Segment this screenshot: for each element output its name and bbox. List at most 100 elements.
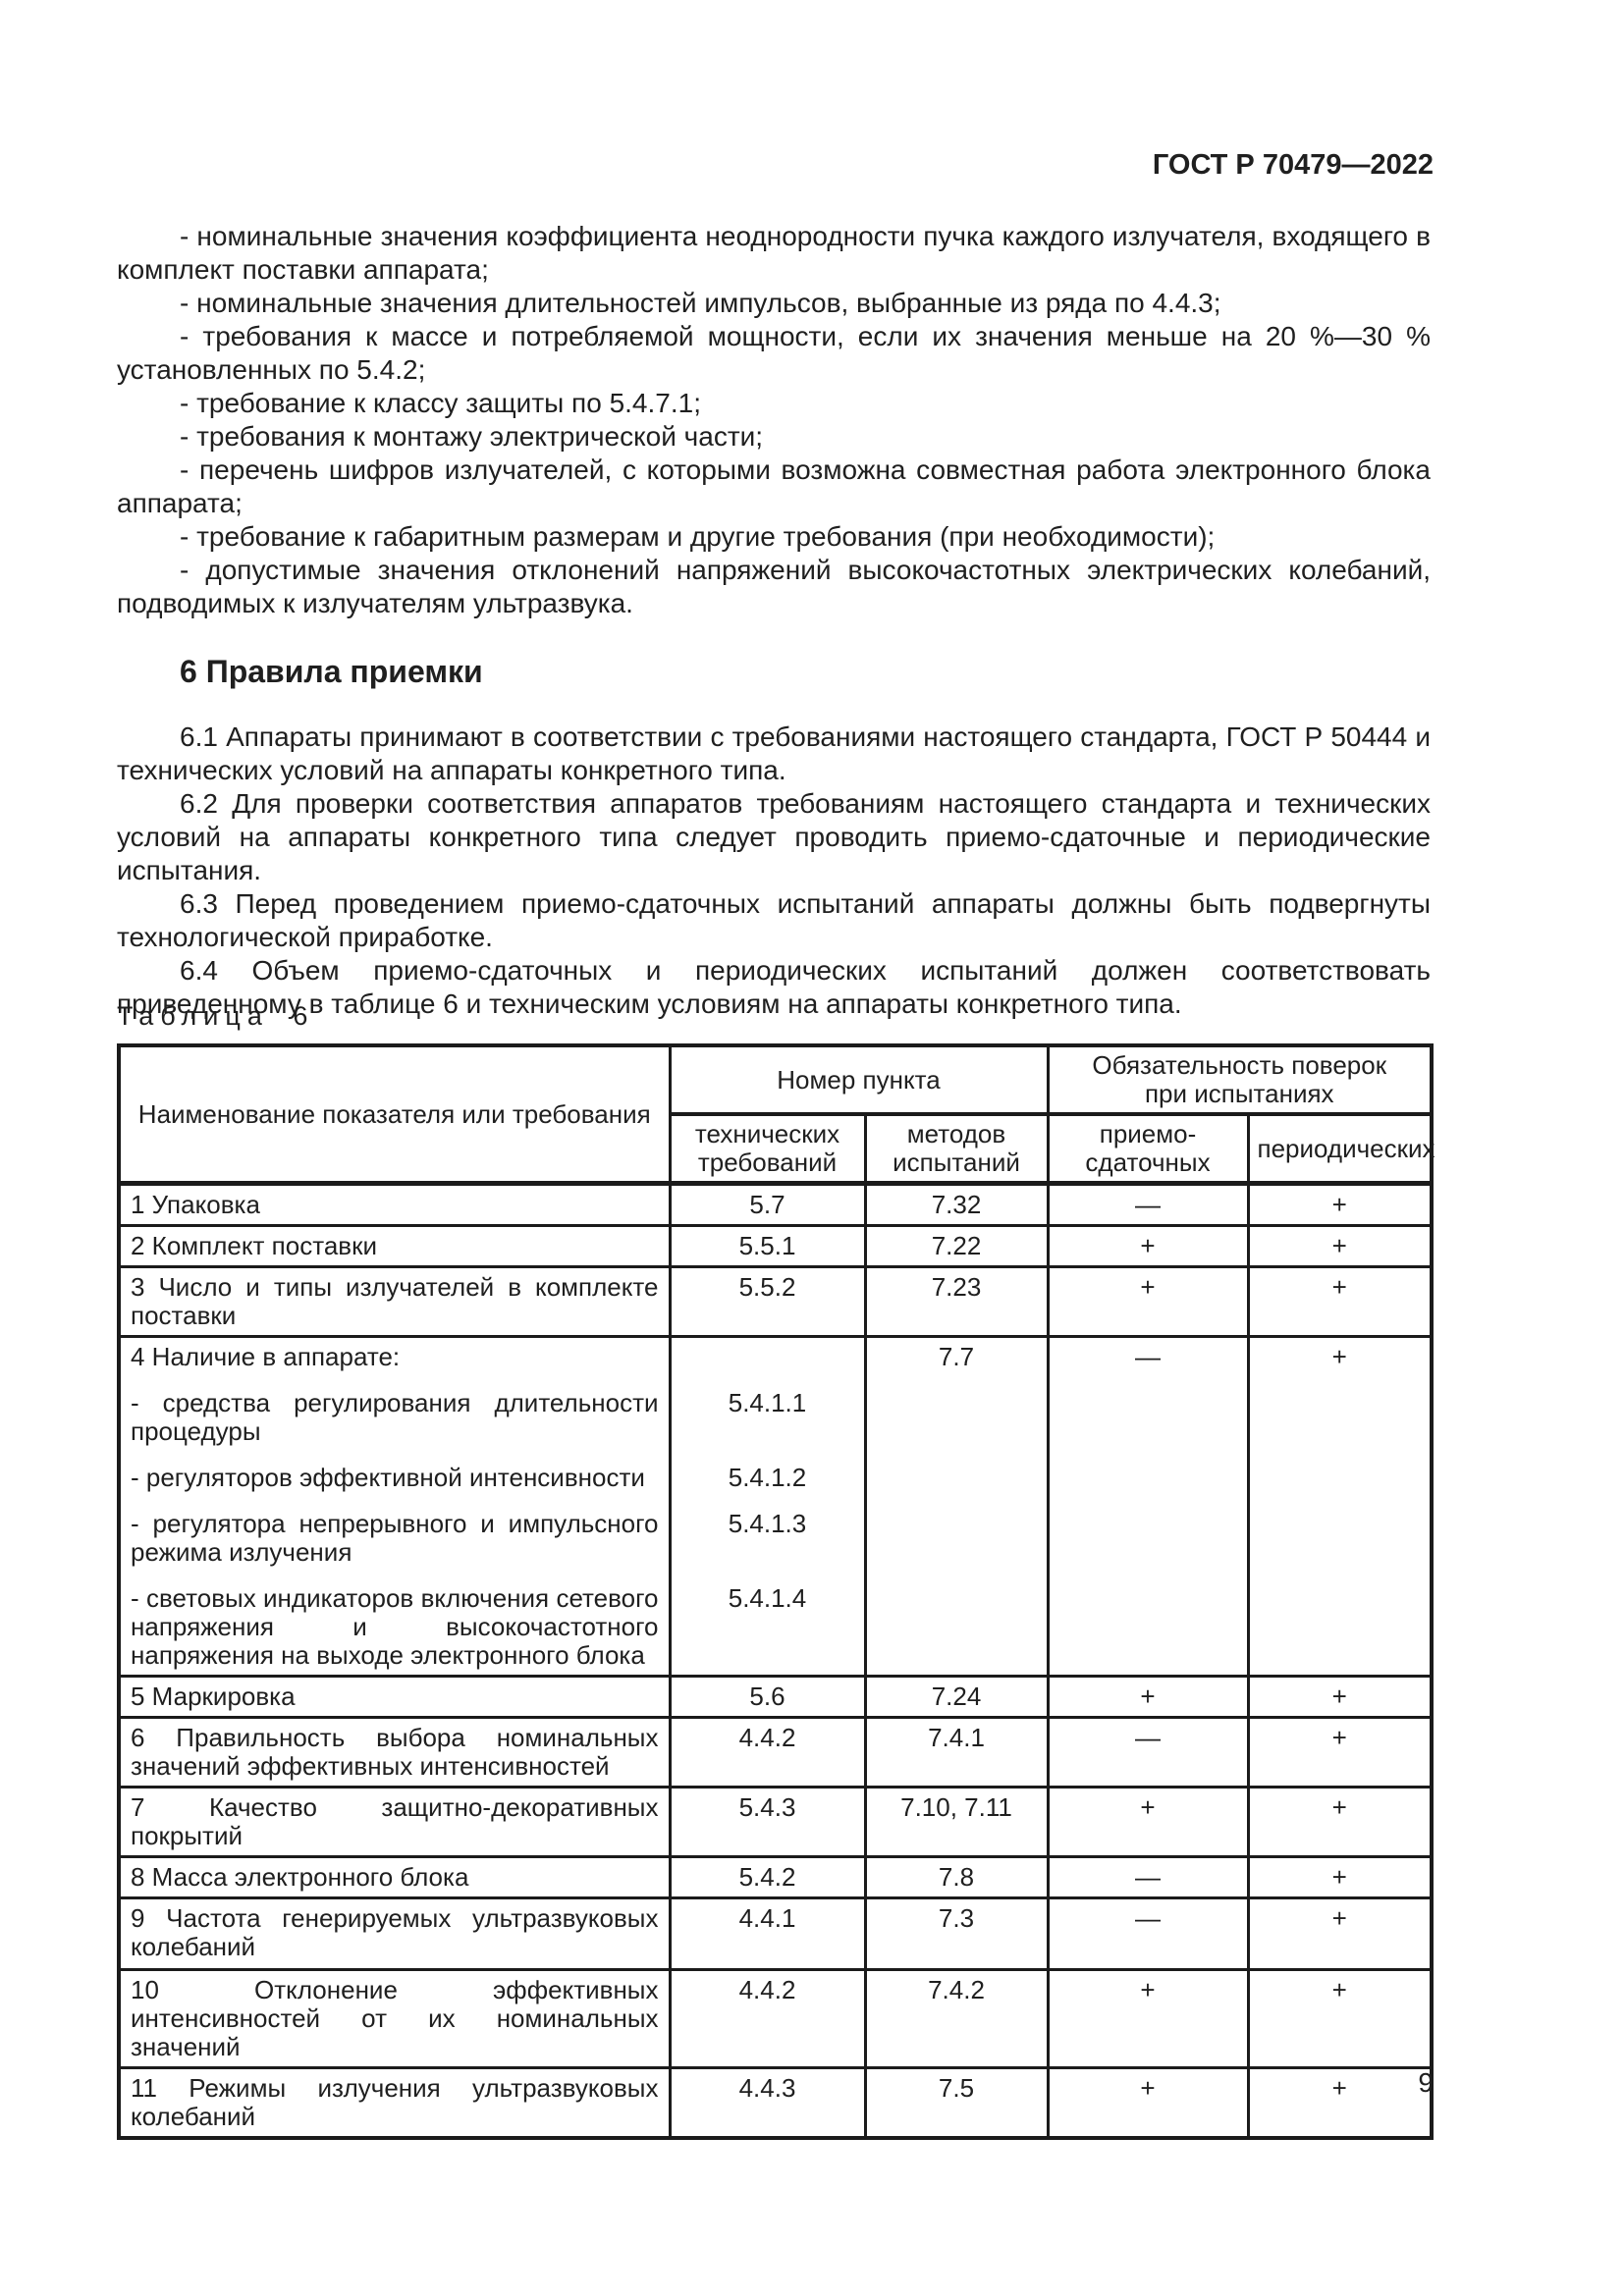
- acceptance-cell: [1046, 1497, 1250, 1572]
- periodic-cell: +: [1246, 1716, 1434, 1789]
- test-method-cell: 7.3: [863, 1896, 1050, 1971]
- periodic-cell: +: [1246, 1182, 1434, 1227]
- periodic-cell: +: [1246, 1896, 1434, 1971]
- row-name-cell: - средства регулирования длительности пр…: [117, 1376, 672, 1451]
- col-group-point-number: Номер пункта: [668, 1043, 1050, 1116]
- table-row: 9 Частота генерируемых ультразвуковых ко…: [117, 1896, 1434, 1971]
- test-method-cell: [863, 1376, 1050, 1451]
- table-row: 2 Комплект поставки 5.5.1 7.22 + +: [117, 1224, 1434, 1268]
- col-tech-requirements: технических требований: [668, 1112, 867, 1185]
- table-row: 3 Число и типы излучателей в комплекте п…: [117, 1265, 1434, 1338]
- table-row: 5 Маркировка 5.6 7.24 + +: [117, 1675, 1434, 1719]
- row-name-cell: 8 Масса электронного блока: [117, 1855, 672, 1899]
- tech-req-cell: 5.4.2: [668, 1855, 867, 1899]
- section-heading: 6 Правила приемки: [180, 654, 483, 689]
- tech-req-cell: 5.4.3: [668, 1786, 867, 1858]
- acceptance-table: Наименование показателя или требования Н…: [117, 1043, 1435, 2140]
- periodic-cell: +: [1246, 1855, 1434, 1899]
- table-row: 4 Наличие в аппарате: 7.7 — +: [117, 1335, 1434, 1376]
- test-method-cell: [863, 1497, 1050, 1572]
- periodic-cell: [1246, 1451, 1434, 1497]
- section-paragraph: 6.1 Аппараты принимают в соответствии с …: [117, 721, 1431, 785]
- section-paragraph: 6.2 Для проверки соответствия аппаратов …: [117, 788, 1431, 885]
- test-method-cell: 7.22: [863, 1224, 1050, 1268]
- tech-req-cell: 5.6: [668, 1675, 867, 1719]
- page-number: 9: [1418, 2067, 1434, 2098]
- section-paragraph: 6.3 Перед проведением приемо-сдаточных и…: [117, 888, 1431, 952]
- periodic-cell: +: [1246, 2066, 1434, 2140]
- table-row: 8 Масса электронного блока 5.4.2 7.8 — +: [117, 1855, 1434, 1899]
- intro-item: - номинальные значения коэффициента неод…: [117, 221, 1431, 285]
- tech-req-cell: 5.4.1.4: [668, 1572, 867, 1677]
- col-name-header: Наименование показателя или требования: [117, 1043, 672, 1185]
- row-name-cell: 3 Число и типы излучателей в комплекте п…: [117, 1265, 672, 1338]
- tech-req-cell: 5.5.2: [668, 1265, 867, 1338]
- intro-item: - требования к массе и потребляемой мощн…: [117, 321, 1431, 385]
- row-name-cell: - регулятора непрерывного и импульсного …: [117, 1497, 672, 1572]
- row-name-cell: 10 Отклонение эффективных интенсивностей…: [117, 1968, 672, 2069]
- intro-item: - допустимые значения отклонений напряже…: [117, 555, 1431, 618]
- table-row: 10 Отклонение эффективных интенсивностей…: [117, 1968, 1434, 2069]
- tech-req-cell: [668, 1335, 867, 1376]
- row-name-cell: 11 Режимы излучения ультразвуковых колеб…: [117, 2066, 672, 2140]
- periodic-cell: +: [1246, 1335, 1434, 1376]
- table-header-row-top: Наименование показателя или требования Н…: [117, 1043, 1434, 1185]
- tech-req-cell: 5.7: [668, 1182, 867, 1227]
- test-method-cell: 7.8: [863, 1855, 1050, 1899]
- row-name-cell: 1 Упаковка: [117, 1182, 672, 1227]
- periodic-cell: [1246, 1376, 1434, 1451]
- acceptance-cell: —: [1046, 1716, 1250, 1789]
- acceptance-cell: —: [1046, 1896, 1250, 1971]
- tech-req-cell: 5.4.1.3: [668, 1497, 867, 1572]
- acceptance-cell: —: [1046, 1182, 1250, 1227]
- row-name-cell: 2 Комплект поставки: [117, 1224, 672, 1268]
- table-caption: Таблица 6: [117, 1001, 315, 1031]
- table-subrow: - средства регулирования длительности пр…: [117, 1376, 1434, 1451]
- section-paragraph: 6.4 Объем приемо-сдаточных и периодическ…: [117, 955, 1431, 1019]
- row-name-cell: 7 Качество защитно-декоративных покрытий: [117, 1786, 672, 1858]
- acceptance-cell: +: [1046, 2066, 1250, 2140]
- table-subrow: - регуляторов эффективной интенсивности …: [117, 1451, 1434, 1497]
- test-method-cell: [863, 1451, 1050, 1497]
- row-name-cell: - регуляторов эффективной интенсивности: [117, 1451, 672, 1497]
- test-method-cell: 7.5: [863, 2066, 1050, 2140]
- test-method-cell: 7.4.1: [863, 1716, 1050, 1789]
- acceptance-cell: —: [1046, 1335, 1250, 1376]
- periodic-cell: +: [1246, 1675, 1434, 1719]
- row-name-cell: - световых индикаторов включения сетевог…: [117, 1572, 672, 1677]
- periodic-cell: +: [1246, 1265, 1434, 1338]
- table-row: 6 Правильность выбора номинальных значен…: [117, 1716, 1434, 1789]
- periodic-cell: +: [1246, 1968, 1434, 2069]
- intro-item: - требование к габаритным размерам и дру…: [180, 521, 1216, 552]
- tech-req-cell: 4.4.2: [668, 1716, 867, 1789]
- acceptance-cell: [1046, 1451, 1250, 1497]
- acceptance-cell: —: [1046, 1855, 1250, 1899]
- table-row: 11 Режимы излучения ультразвуковых колеб…: [117, 2066, 1434, 2140]
- table-row: 1 Упаковка 5.7 7.32 — +: [117, 1182, 1434, 1227]
- table-header-row-sub: технических требований методов испытаний…: [119, 1112, 1435, 1185]
- table-row: 7 Качество защитно-декоративных покрытий…: [117, 1786, 1434, 1858]
- section-paragraphs: 6.1 Аппараты принимают в соответствии с …: [117, 721, 1431, 1021]
- test-method-cell: 7.10, 7.11: [863, 1786, 1050, 1858]
- test-method-cell: 7.4.2: [863, 1968, 1050, 2069]
- test-method-cell: 7.7: [863, 1335, 1050, 1376]
- row-name-cell: 6 Правильность выбора номинальных значен…: [117, 1716, 672, 1789]
- document-number: ГОСТ Р 70479—2022: [1152, 149, 1434, 181]
- row-name-cell: 9 Частота генерируемых ультразвуковых ко…: [117, 1896, 672, 1971]
- col-test-methods: методов испытаний: [863, 1112, 1050, 1185]
- row-name-cell: 5 Маркировка: [117, 1675, 672, 1719]
- table-subrow: - регулятора непрерывного и импульсного …: [117, 1497, 1434, 1572]
- table-subrow: - световых индикаторов включения сетевог…: [117, 1572, 1434, 1677]
- row-name-cell: 4 Наличие в аппарате:: [117, 1335, 672, 1376]
- intro-item: - перечень шифров излучателей, с которым…: [117, 454, 1431, 518]
- tech-req-cell: 5.4.1.1: [668, 1376, 867, 1451]
- tech-req-cell: 4.4.1: [668, 1896, 867, 1971]
- intro-list: - номинальные значения коэффициента неод…: [117, 220, 1431, 620]
- test-method-cell: 7.23: [863, 1265, 1050, 1338]
- tech-req-cell: 5.4.1.2: [668, 1451, 867, 1497]
- periodic-cell: +: [1246, 1786, 1434, 1858]
- acceptance-cell: +: [1046, 1265, 1250, 1338]
- test-method-cell: [863, 1572, 1050, 1677]
- test-method-cell: 7.32: [863, 1182, 1050, 1227]
